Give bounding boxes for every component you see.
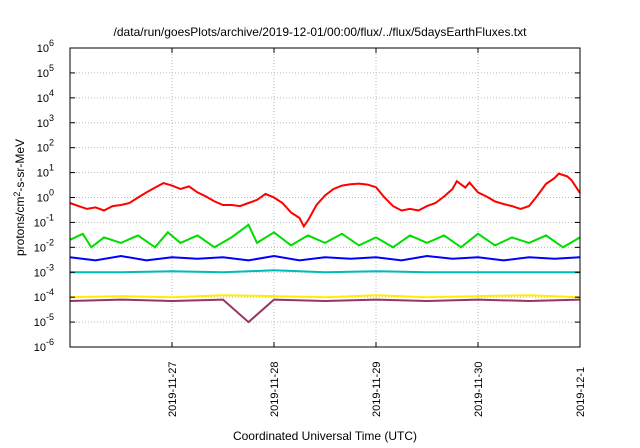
series-line-6 — [69, 298, 581, 324]
x-tick-label: 2019-11-28 — [269, 362, 281, 417]
y-tick-label: 105 — [37, 63, 54, 80]
y-tick-exponent: -6 — [46, 337, 54, 347]
y-tick-exponent: 1 — [49, 163, 54, 173]
y-tick-label: 10-6 — [34, 337, 54, 354]
y-tick-exponent: 6 — [49, 38, 54, 48]
y-tick-base: 10 — [34, 242, 46, 254]
y-tick-exponent: 4 — [49, 88, 54, 98]
y-tick-base: 10 — [34, 217, 46, 229]
y-tick-label: 10-3 — [34, 262, 54, 279]
series-line-2 — [69, 223, 581, 249]
x-tick-label: 2019-11-30 — [473, 362, 485, 417]
y-tick-base: 10 — [37, 143, 49, 155]
y-tick-label: 10-2 — [34, 237, 54, 254]
x-tick-label: 2019-12-1 — [575, 367, 587, 417]
y-tick-exponent: 5 — [49, 63, 54, 73]
x-axis-ticks: 2019-11-27 2019-11-28 2019-11-29 2019-11-30… — [167, 48, 587, 417]
y-tick-base: 10 — [37, 68, 49, 80]
y-tick-label: 102 — [37, 138, 54, 155]
y-tick-base: 10 — [34, 317, 46, 329]
series-line-4 — [70, 269, 580, 274]
x-tick-label: 2019-11-27 — [167, 362, 179, 417]
y-tick-exponent: 3 — [49, 113, 54, 123]
y-tick-label: 10-1 — [34, 212, 54, 229]
y-tick-base: 10 — [34, 267, 46, 279]
y-tick-base: 10 — [34, 292, 46, 304]
y-tick-base: 10 — [37, 168, 49, 180]
x-tick-label: 2019-11-29 — [371, 362, 383, 417]
y-tick-label: 101 — [37, 163, 54, 180]
y-tick-exponent: -5 — [46, 312, 54, 322]
y-tick-label: 104 — [37, 88, 54, 105]
y-tick-exponent: -1 — [46, 212, 54, 222]
grid-lines — [70, 48, 581, 347]
y-tick-label: 10-4 — [34, 287, 54, 304]
y-axis-label: protons/cm2-s-sr-MeV — [12, 139, 27, 256]
chart-title: /data/run/goesPlots/archive/2019-12-01/0… — [114, 25, 528, 39]
series-line-1 — [69, 172, 581, 229]
y-tick-label: 100 — [37, 188, 54, 205]
y-tick-exponent: 0 — [49, 188, 54, 198]
series-group — [69, 172, 581, 324]
y-tick-base: 10 — [37, 193, 49, 205]
y-tick-base: 10 — [37, 118, 49, 130]
y-axis-label-pre: protons/cm — [13, 197, 27, 256]
x-axis-label: Coordinated Universal Time (UTC) — [233, 429, 417, 443]
series-line-5 — [69, 294, 581, 299]
y-axis-ticks: 10-610-510-410-310-210-11001011021031041… — [34, 38, 580, 354]
series-line-3 — [69, 254, 581, 262]
y-tick-base: 10 — [34, 342, 46, 354]
y-tick-label: 106 — [37, 38, 54, 55]
y-tick-base: 10 — [37, 93, 49, 105]
y-tick-exponent: -3 — [46, 262, 54, 272]
y-axis-label-post: -s-sr-MeV — [13, 139, 27, 192]
y-tick-exponent: -2 — [46, 237, 54, 247]
y-tick-exponent: -4 — [46, 287, 54, 297]
y-tick-label: 103 — [37, 113, 54, 130]
y-tick-base: 10 — [37, 43, 49, 55]
y-axis-label-sup: 2 — [12, 192, 22, 197]
y-tick-label: 10-5 — [34, 312, 54, 329]
y-tick-exponent: 2 — [49, 138, 54, 148]
